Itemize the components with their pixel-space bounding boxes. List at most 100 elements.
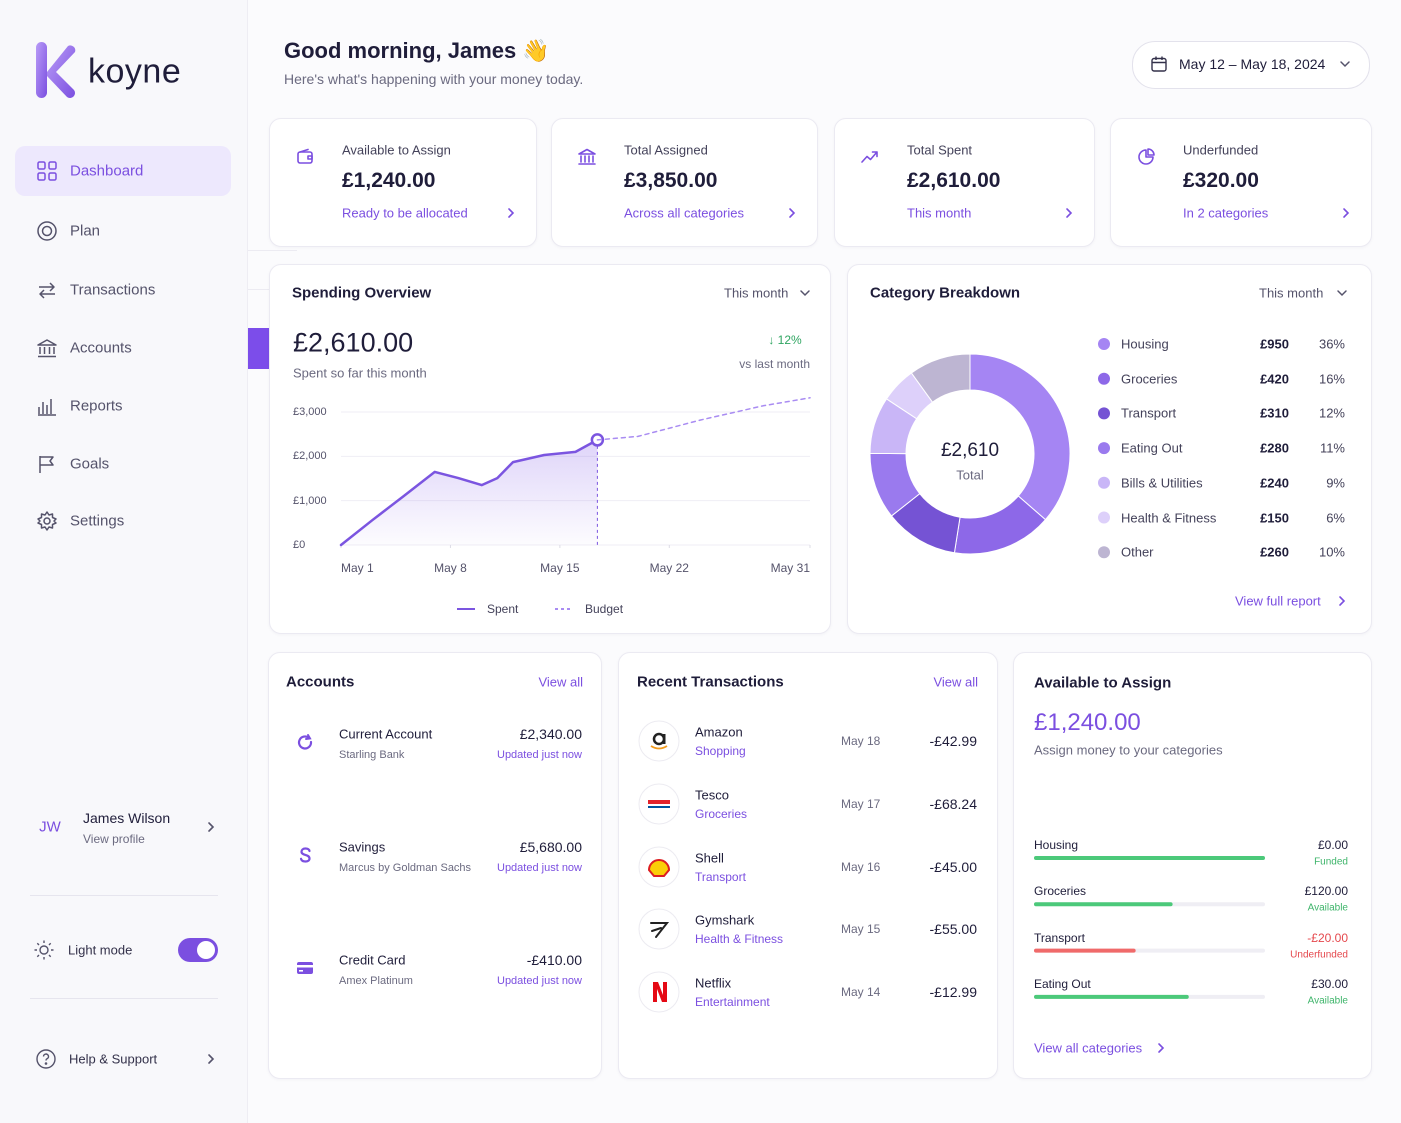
progress-bars [1034, 856, 1265, 999]
icon [38, 399, 56, 416]
date-range[interactable]: May 12 – May 18, 2024 [1179, 56, 1326, 72]
merchant-logo [638, 720, 680, 762]
transaction-amount: -£55.00 [929, 921, 977, 938]
nav-item[interactable]: Reports [70, 397, 123, 415]
icon [37, 161, 57, 181]
legend-amount: £240 [1260, 475, 1289, 491]
legend-share: 12% [1318, 405, 1345, 421]
assign-card [1013, 652, 1372, 1079]
icon [861, 151, 878, 163]
assign-button-label[interactable]: Assign Money [1160, 786, 1248, 802]
chevron-path [789, 208, 796, 218]
legend-label: Budget [585, 602, 624, 616]
logo [638, 720, 680, 762]
x-tick-label: May 8 [434, 561, 467, 575]
nav-item[interactable]: Accounts [70, 339, 132, 357]
legend-label: Transport [1121, 405, 1177, 421]
merchant-logo [638, 908, 680, 950]
merchant-name: Tesco [695, 787, 729, 803]
category-amount: -£20.00 [1307, 930, 1348, 945]
card-title: Category Breakdown [870, 284, 1021, 302]
series-line [339, 438, 599, 547]
period-select[interactable]: This month [724, 285, 789, 301]
nav-icon [37, 339, 57, 358]
merchant-logo [638, 971, 680, 1013]
nav-item[interactable]: Transactions [70, 281, 156, 299]
transaction-amount: -£68.24 [929, 795, 977, 812]
merchant-name: Amazon [695, 724, 743, 740]
profile-link[interactable]: View profile [83, 832, 145, 846]
legend-share: 10% [1318, 544, 1345, 560]
merchant-category: Groceries [695, 806, 748, 821]
chevron [508, 208, 515, 218]
donut-center-label: Total [956, 467, 984, 483]
stat-icon [861, 151, 878, 163]
legend-label: Housing [1121, 336, 1169, 352]
area [341, 439, 598, 545]
legend-label: Spent [487, 602, 519, 616]
merchant-category: Shopping [695, 744, 746, 758]
account-status: Updated just now [497, 975, 582, 987]
account-icon [299, 847, 311, 863]
stat-icon [297, 148, 313, 164]
sun-icon [34, 940, 54, 960]
progress-bar [1034, 856, 1265, 860]
report-link[interactable]: View full report [1235, 593, 1321, 609]
view-all[interactable]: View all [933, 674, 978, 690]
change-value: ↓ 12% [768, 333, 802, 347]
y-tick-label: £1,000 [293, 494, 327, 507]
help-link[interactable]: Help & Support [69, 1051, 158, 1067]
legend-amount: £420 [1260, 371, 1289, 387]
icon [36, 1049, 56, 1069]
account-balance: £2,340.00 [519, 726, 582, 742]
spending-card [269, 264, 831, 634]
category-name: Transport [1034, 930, 1085, 945]
brand-logo [36, 42, 76, 98]
stat-card [269, 118, 537, 247]
chevron [789, 208, 796, 218]
merchant-logo [638, 846, 680, 888]
stat-link[interactable]: This month [907, 205, 972, 221]
legend-dot [1098, 338, 1110, 350]
legend-dot [1098, 442, 1110, 455]
legend-dot [1098, 546, 1110, 559]
stat-icon [1138, 148, 1155, 165]
chevron-path [1066, 208, 1073, 218]
merchant-category: Transport [695, 869, 746, 884]
category-name: Housing [1034, 838, 1079, 852]
nav-icon [39, 456, 54, 473]
donut-center-value: £2,610 [940, 440, 1000, 461]
nav-item[interactable]: Dashboard [70, 162, 144, 180]
nav-active-bg [15, 146, 231, 196]
nav-item[interactable]: Goals [70, 455, 110, 473]
stat-card [551, 118, 818, 247]
stat-link[interactable]: Across all categories [624, 205, 744, 221]
stat-label: Available to Assign [342, 142, 451, 158]
chevron-down [1340, 61, 1350, 68]
nav-item[interactable]: Plan [70, 222, 101, 240]
legend-label: Eating Out [1121, 440, 1183, 456]
stat-label: Underfunded [1183, 142, 1259, 158]
icon [37, 339, 57, 358]
chevron [1339, 596, 1346, 606]
date-pill[interactable] [1132, 41, 1370, 89]
account-institution: Starling Bank [339, 749, 405, 761]
account-institution: Marcus by Goldman Sachs [339, 862, 472, 874]
stat-link[interactable]: Ready to be allocated [342, 205, 468, 221]
toggle-knob [197, 941, 215, 959]
chevron-down [1337, 290, 1347, 297]
stat-link[interactable]: In 2 categories [1183, 205, 1269, 221]
nav-item[interactable]: Settings [70, 512, 125, 530]
transactions-card [618, 652, 998, 1079]
categories-link[interactable]: View all categories [1034, 1040, 1143, 1056]
spending-chart [339, 397, 811, 610]
nav-icon [38, 399, 56, 416]
toggle[interactable] [178, 938, 218, 962]
legend-dot [1098, 407, 1110, 420]
category-amount: £0.00 [1317, 838, 1348, 852]
view-all[interactable]: View all [538, 674, 583, 690]
logo [638, 908, 680, 950]
assign-caption: Assign money to your categories [1034, 742, 1223, 758]
theme-label: Light mode [68, 942, 133, 958]
period-select[interactable]: This month [1259, 285, 1324, 301]
